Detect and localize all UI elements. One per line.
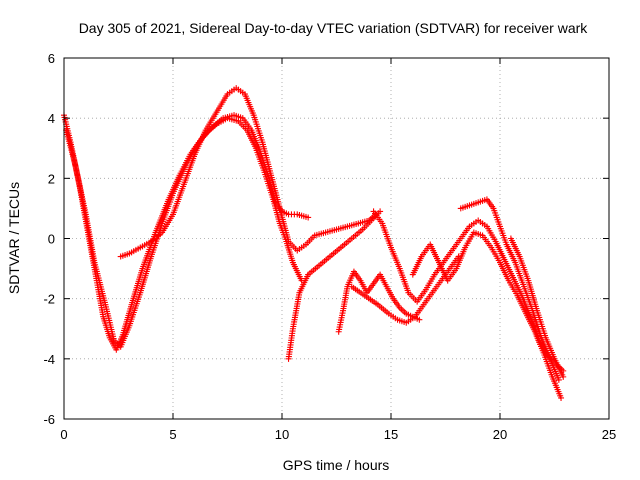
series-pass-9: [457, 196, 562, 383]
x-tick-label: 25: [602, 427, 616, 442]
y-tick-labels: -6 -4 -2 0 2 4 6: [43, 51, 55, 427]
data-point: [558, 394, 565, 401]
series-pass-1: [61, 112, 312, 353]
x-tick-label: 10: [275, 427, 289, 442]
y-tick-label: 4: [48, 111, 55, 126]
y-tick-label: 2: [48, 171, 55, 186]
series-pass-7: [370, 208, 567, 374]
y-tick-label: 0: [48, 232, 55, 247]
x-tick-label: 15: [384, 427, 398, 442]
series-pass-8: [409, 229, 565, 401]
y-tick-label: -4: [43, 352, 55, 367]
y-axis-label: SDTVAR / TECUs: [6, 182, 22, 294]
x-tick-labels: 0 5 10 15 20 25: [60, 427, 616, 442]
data-point: [555, 376, 562, 383]
y-tick-label: 6: [48, 51, 55, 66]
series-pass-4: [285, 208, 384, 362]
series-pass-3: [117, 85, 379, 260]
x-axis-label: GPS time / hours: [283, 457, 390, 473]
data-point: [560, 373, 567, 380]
series-pass-5: [335, 268, 423, 335]
x-tick-label: 20: [493, 427, 507, 442]
x-tick-label: 0: [60, 427, 67, 442]
series-pass-2: [63, 115, 305, 350]
chart-title: Day 305 of 2021, Sidereal Day-to-day VTE…: [79, 20, 589, 36]
y-tick-label: -2: [43, 292, 55, 307]
axis-ticks: [63, 57, 610, 420]
y-tick-label: -6: [43, 412, 55, 427]
data-point: [377, 208, 384, 215]
x-tick-label: 5: [169, 427, 176, 442]
grid: [64, 58, 609, 419]
series-pass-10: [507, 235, 567, 380]
data-point: [416, 316, 423, 323]
series-pass-6: [348, 253, 462, 326]
data-points: [61, 85, 567, 401]
data-point: [305, 214, 312, 221]
